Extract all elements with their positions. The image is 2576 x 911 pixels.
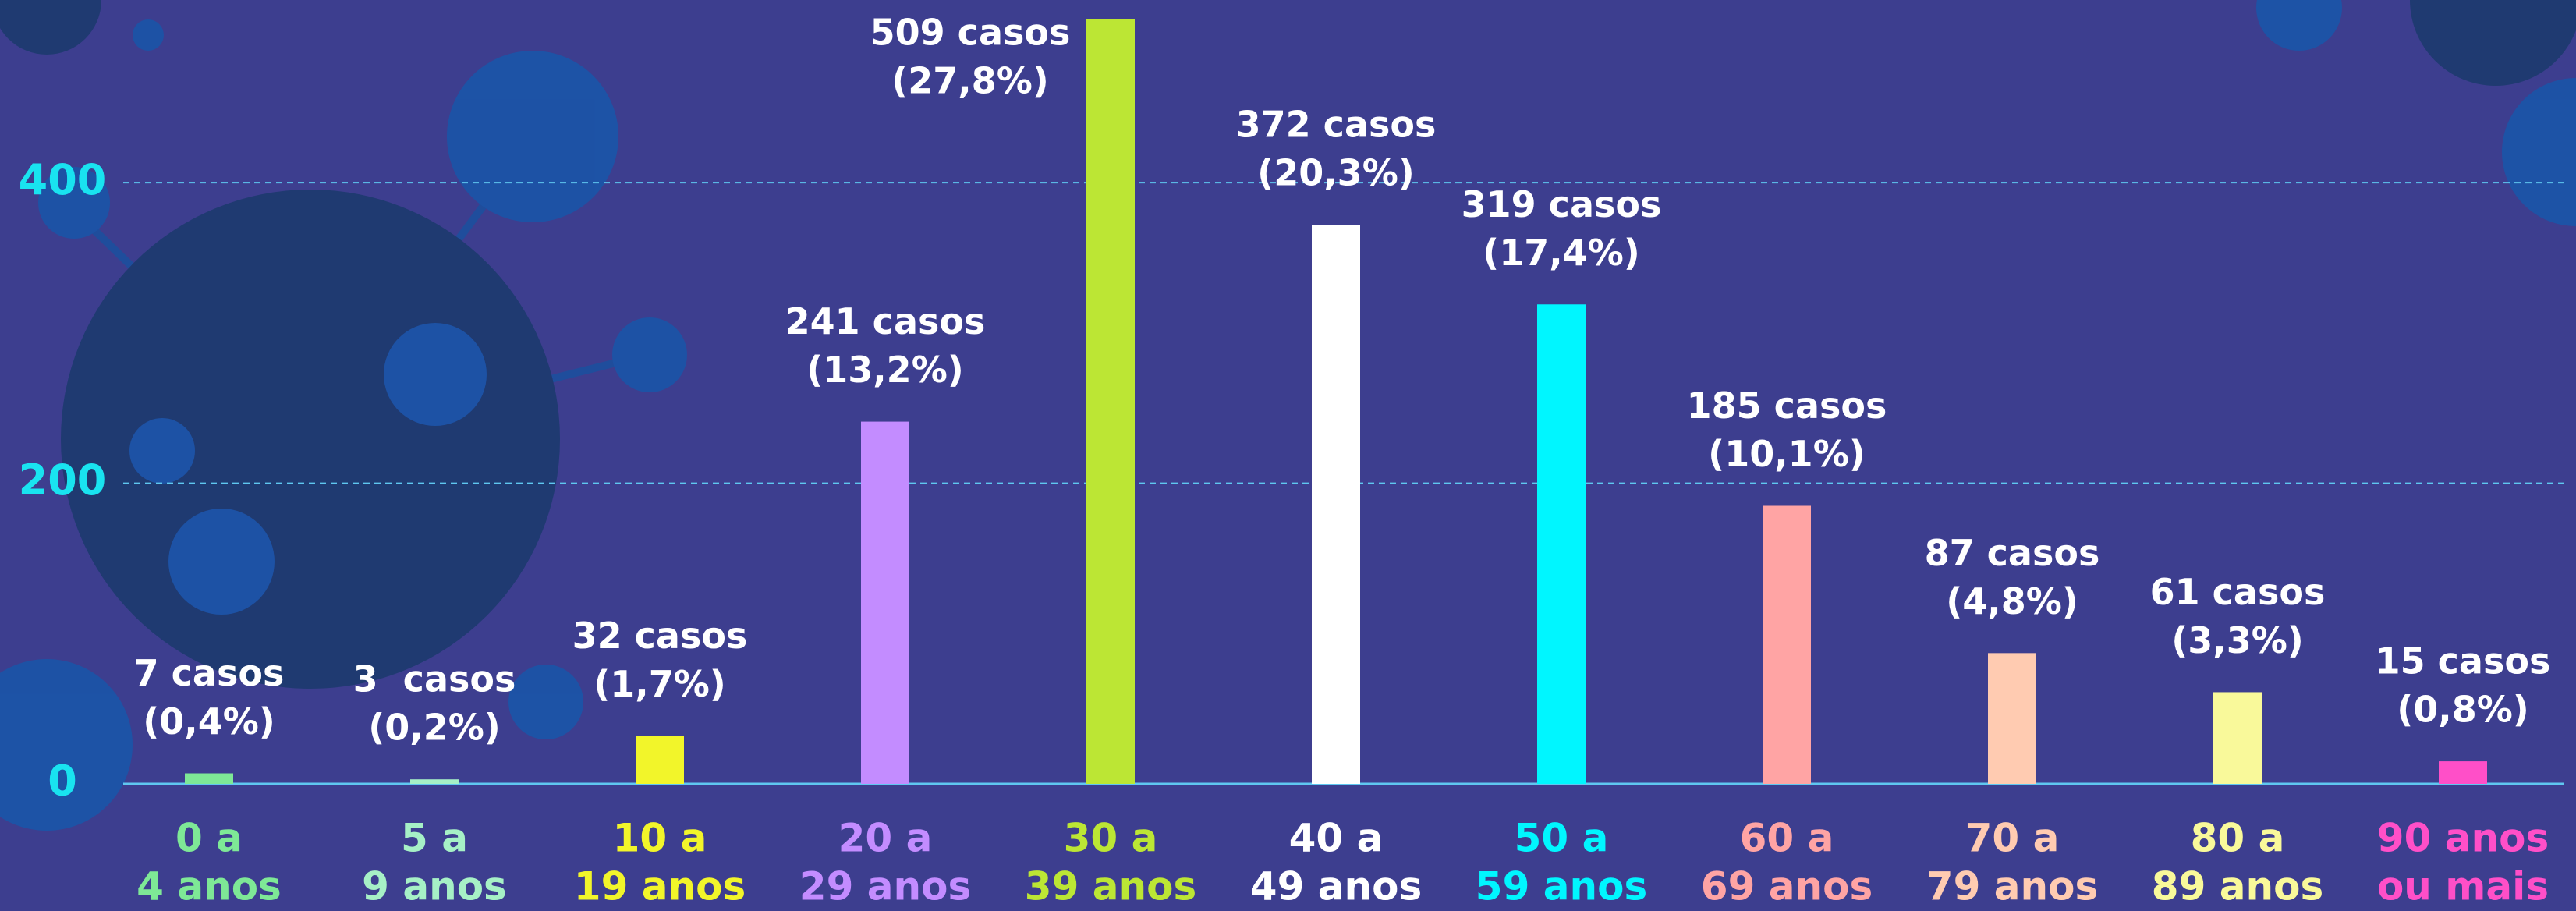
value-label: 15 casos xyxy=(2376,640,2551,682)
value-label: 185 casos xyxy=(1687,385,1887,427)
x-tick-label: ou mais xyxy=(2377,864,2549,909)
bar xyxy=(1537,304,1586,784)
value-label: 7 casos xyxy=(134,652,285,694)
x-tick-label: 29 anos xyxy=(799,864,971,909)
value-label: 319 casos xyxy=(1462,183,1662,225)
x-tick-label: 4 anos xyxy=(136,864,282,909)
bar xyxy=(410,779,459,784)
x-tick-label: 10 a xyxy=(613,816,707,861)
y-tick-label: 200 xyxy=(19,456,107,505)
value-label: (1,7%) xyxy=(594,663,726,705)
x-tick-label: 79 anos xyxy=(1926,864,2098,909)
value-label: (0,4%) xyxy=(143,700,275,743)
value-label: 3 casos xyxy=(353,658,516,700)
x-tick-label: 5 a xyxy=(401,816,468,861)
value-label: (3,3%) xyxy=(2171,619,2304,661)
y-tick-label: 0 xyxy=(48,757,77,806)
bar xyxy=(1763,505,1811,784)
bar xyxy=(185,773,233,784)
bar xyxy=(636,736,684,784)
value-label: 241 casos xyxy=(785,300,986,342)
value-label: (0,8%) xyxy=(2397,689,2529,731)
x-tick-label: 50 a xyxy=(1515,816,1609,861)
y-tick-label: 400 xyxy=(19,155,107,204)
value-label: 87 casos xyxy=(1925,532,2100,574)
x-tick-label: 9 anos xyxy=(362,864,507,909)
value-label: 509 casos xyxy=(870,12,1071,54)
x-tick-label: 20 a xyxy=(838,816,933,861)
value-label: 32 casos xyxy=(572,615,748,657)
bar xyxy=(1312,225,1360,784)
x-tick-label: 30 a xyxy=(1064,816,1158,861)
x-tick-label: 70 a xyxy=(1965,816,2060,861)
value-label: (27,8%) xyxy=(891,60,1049,102)
value-label: (17,4%) xyxy=(1483,232,1640,274)
bar xyxy=(861,421,909,784)
x-tick-label: 89 anos xyxy=(2152,864,2323,909)
x-tick-label: 69 anos xyxy=(1701,864,1873,909)
value-label: (0,2%) xyxy=(368,707,501,749)
value-label: (20,3%) xyxy=(1257,152,1415,194)
bar xyxy=(2439,761,2487,784)
value-label: (4,8%) xyxy=(1946,580,2078,622)
value-label: (10,1%) xyxy=(1708,433,1866,475)
value-label: 61 casos xyxy=(2150,571,2326,613)
value-label: 372 casos xyxy=(1236,104,1437,146)
x-tick-label: 49 anos xyxy=(1250,864,1422,909)
x-tick-label: 60 a xyxy=(1740,816,1834,861)
x-tick-label: 0 a xyxy=(175,816,243,861)
bar xyxy=(2213,692,2262,784)
value-label: (13,2%) xyxy=(806,349,964,391)
x-tick-label: 59 anos xyxy=(1476,864,1647,909)
x-tick-label: 80 a xyxy=(2191,816,2285,861)
x-tick-label: 40 a xyxy=(1289,816,1384,861)
bar xyxy=(1086,19,1135,785)
x-tick-label: 19 anos xyxy=(574,864,746,909)
bar xyxy=(1988,653,2036,784)
decoration xyxy=(0,0,2576,831)
x-tick-label: 90 anos xyxy=(2377,816,2549,861)
x-tick-label: 39 anos xyxy=(1025,864,1196,909)
